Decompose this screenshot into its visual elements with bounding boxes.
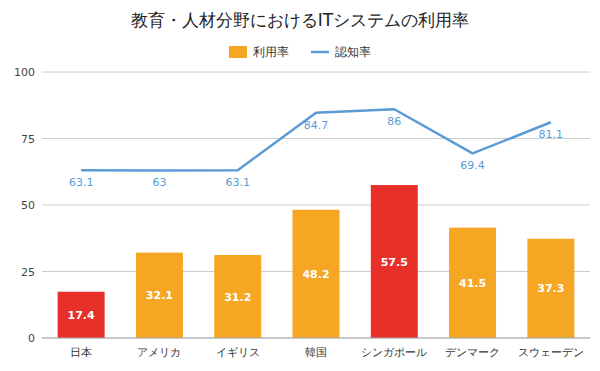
legend-label: 認知率 xyxy=(335,45,371,59)
x-tick-label: シンガポール xyxy=(361,346,427,359)
line-label: 84.7 xyxy=(304,119,329,132)
legend-label: 利用率 xyxy=(253,45,289,59)
bar xyxy=(293,210,340,338)
x-tick-label: デンマーク xyxy=(445,346,500,359)
grid-line xyxy=(42,338,590,339)
bar xyxy=(527,239,574,338)
x-tick-label: スウェーデン xyxy=(518,346,584,359)
legend-swatch xyxy=(311,51,329,54)
title: 教育・人材分野におけるITシステムの利用率 xyxy=(131,10,469,30)
line-label: 63.1 xyxy=(69,176,94,189)
background xyxy=(0,0,600,371)
bar-label: 32.1 xyxy=(146,289,173,302)
legend-item: 認知率 xyxy=(311,45,371,59)
chart-svg: 教育・人材分野におけるITシステムの利用率 0 25 50 75 100 17.4 32.1 3… xyxy=(0,0,600,371)
line-label: 63.1 xyxy=(225,176,250,189)
bar-label: 37.3 xyxy=(537,282,564,295)
legend-swatch xyxy=(229,46,247,58)
line-label: 69.4 xyxy=(460,159,485,172)
bar-label: 48.2 xyxy=(302,268,329,281)
x-axis-line xyxy=(42,338,590,339)
page: {"chart_data": {"type": "bar", "title": … xyxy=(0,0,600,371)
bar-label: 31.2 xyxy=(224,291,251,304)
x-tick-label: 韓国 xyxy=(305,346,327,359)
y-tick-label: 0 xyxy=(28,332,35,345)
x-tick-label: アメリカ xyxy=(137,346,181,359)
chart-container: 教育・人材分野におけるITシステムの利用率 0 25 50 75 100 17.4 32.1 3… xyxy=(0,0,600,371)
data-labels: 17.4 32.1 31.2 48.2 57.5 41.5 37.3 63.1 63 63.1 84… xyxy=(68,115,565,322)
x-tick-label: イギリス xyxy=(216,346,260,359)
bar-label: 57.5 xyxy=(381,256,408,269)
bar xyxy=(136,253,183,338)
grid-line xyxy=(42,205,590,206)
bar xyxy=(371,185,418,338)
bar-label: 17.4 xyxy=(68,309,95,322)
x-tick-label: 日本 xyxy=(70,346,92,359)
grid-line xyxy=(42,72,590,73)
line-label: 63 xyxy=(152,176,166,189)
bar xyxy=(214,255,261,338)
y-tick-label: 50 xyxy=(21,199,35,212)
bar xyxy=(58,292,105,338)
legend-item: 利用率 xyxy=(229,45,289,59)
y-tick-label: 100 xyxy=(14,66,35,79)
y-tick-label: 25 xyxy=(21,266,35,279)
bar xyxy=(449,228,496,338)
line-label: 81.1 xyxy=(539,128,564,141)
legend: 利用率 認知率 xyxy=(229,45,371,59)
y-grid xyxy=(42,72,590,338)
line-label: 86 xyxy=(387,115,401,128)
marks xyxy=(58,109,575,338)
bar-label: 41.5 xyxy=(459,277,486,290)
y-tick-label: 75 xyxy=(21,133,35,146)
